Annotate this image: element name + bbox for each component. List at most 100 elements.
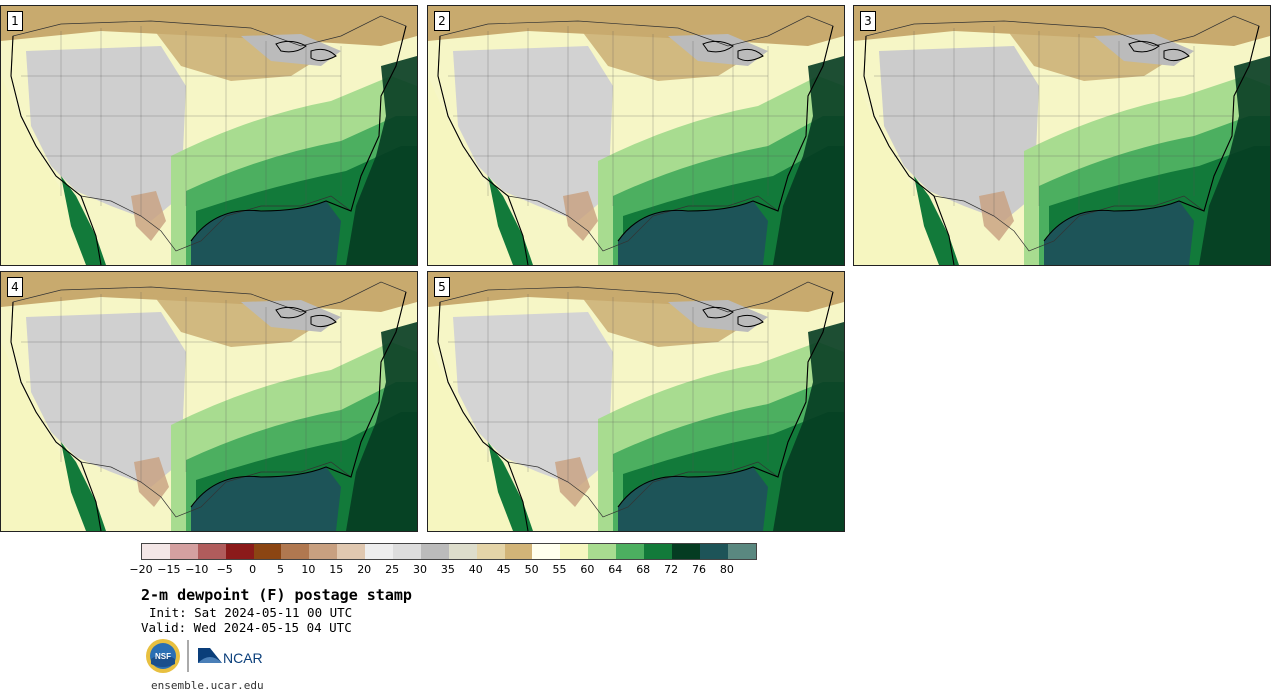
- mexico-coast-moist: [61, 176, 106, 265]
- colorbar-swatch: [644, 544, 672, 559]
- colorbar-swatch: [476, 544, 505, 559]
- mexico-coast-moist: [61, 442, 106, 531]
- lake-outline: [275, 306, 307, 319]
- panel-label: 4: [7, 277, 23, 297]
- colorbar-tick: 35: [440, 563, 455, 576]
- lake-outline: [310, 48, 337, 62]
- colorbar-tick: 64: [608, 563, 623, 576]
- colorbar-tick: 30: [413, 563, 427, 576]
- gulf-of-mexico: [191, 201, 341, 265]
- lake-outline: [275, 40, 307, 53]
- southwest-brown-patch: [563, 191, 598, 241]
- gulf-of-mexico: [618, 467, 768, 531]
- colorbar-swatch: [169, 544, 198, 559]
- colorbar-swatch: [393, 544, 421, 559]
- lake-outline: [702, 306, 734, 319]
- southwest-brown-patch: [979, 191, 1014, 241]
- colorbar-swatch: [337, 544, 366, 559]
- colorbar-tick: 50: [524, 563, 539, 576]
- atlantic-moist-72: [346, 56, 417, 265]
- atlantic-moist-72: [773, 322, 844, 531]
- west-dry-area: [879, 46, 1039, 221]
- nsf-text: NSF: [155, 652, 171, 661]
- nsf-logo-icon: NSF: [146, 639, 180, 673]
- dewpoint-map: [428, 272, 844, 531]
- west-dry-area: [453, 46, 613, 221]
- colorbar-swatch: [197, 544, 226, 559]
- gulf-of-mexico: [618, 201, 768, 265]
- coastline: [617, 291, 834, 508]
- gulf-of-mexico: [191, 467, 341, 531]
- west-coastline: [10, 301, 102, 531]
- panel-label: 5: [434, 277, 450, 297]
- coastline: [190, 291, 407, 508]
- west-coastline: [863, 35, 955, 265]
- colorbar-swatch: [699, 544, 728, 559]
- gulf-of-mexico: [1044, 201, 1194, 265]
- coastline: [1043, 25, 1260, 242]
- colorbar-tick: −10: [185, 563, 209, 576]
- colorbar-tick: 40: [468, 563, 483, 576]
- colorbar-tick: −15: [157, 563, 181, 576]
- atlantic-moist-72: [773, 56, 844, 265]
- southwest-brown-patch: [134, 457, 169, 507]
- north-dry-band: [1, 6, 417, 46]
- colorbar-swatch: [309, 544, 338, 559]
- stamp-panel-5: 5: [427, 271, 845, 532]
- west-dry-area: [26, 46, 186, 221]
- panel-label: 1: [7, 11, 23, 31]
- colorbar-tick: 0: [249, 563, 257, 576]
- lake-outline: [1163, 48, 1190, 62]
- stamp-panel-4: 4: [0, 271, 418, 532]
- colorbar-tick: −20: [129, 563, 153, 576]
- north-dry-band: [428, 6, 844, 46]
- colorbar-tick: 45: [496, 563, 511, 576]
- colorbar-swatch: [253, 544, 282, 559]
- valid-time: Valid: Wed 2024-05-15 04 UTC: [141, 620, 352, 635]
- atlantic-moist-72: [346, 322, 417, 531]
- dewpoint-map: [854, 6, 1270, 265]
- colorbar-tick: 68: [636, 563, 651, 576]
- coastline: [190, 25, 407, 242]
- west-dry-area: [26, 312, 186, 487]
- colorbar-swatch: [616, 544, 645, 559]
- north-dry-band: [854, 6, 1270, 46]
- figure-title: 2-m dewpoint (F) postage stamp: [141, 586, 412, 604]
- west-dry-area: [453, 312, 613, 487]
- site-url: ensemble.ucar.edu: [151, 679, 264, 692]
- mexico-coast-moist: [488, 442, 533, 531]
- colorbar-tick: 76: [692, 563, 706, 576]
- colorbar-tick: 55: [552, 563, 567, 576]
- colorbar-swatch: [365, 544, 394, 559]
- mexico-coast-moist: [488, 176, 533, 265]
- panel-label: 2: [434, 11, 450, 31]
- lake-outline: [737, 314, 764, 328]
- atlantic-moist-72: [1199, 56, 1270, 265]
- west-coastline: [437, 301, 529, 531]
- init-time: Init: Sat 2024-05-11 00 UTC: [149, 605, 353, 620]
- ncar-logo-icon: NCAR: [198, 648, 263, 666]
- dewpoint-colorbar: [141, 543, 757, 560]
- colorbar-swatch: [588, 544, 617, 559]
- colorbar-swatch: [504, 544, 533, 559]
- ncar-text: NCAR: [223, 650, 263, 666]
- colorbar-swatch: [281, 544, 310, 559]
- lake-outline: [702, 40, 734, 53]
- colorbar-tick: 60: [580, 563, 595, 576]
- north-dry-band: [428, 272, 844, 312]
- stamp-panel-1: 1: [0, 5, 418, 266]
- dewpoint-map: [1, 272, 417, 531]
- colorbar-tick: 5: [277, 563, 284, 576]
- panel-label: 3: [860, 11, 876, 31]
- colorbar-tick: 25: [385, 563, 400, 576]
- colorbar-tick: 20: [357, 563, 372, 576]
- colorbar-swatch: [225, 544, 254, 559]
- coastline: [617, 25, 834, 242]
- colorbar-swatch: [142, 544, 170, 559]
- stamp-panel-3: 3: [853, 5, 1271, 266]
- colorbar-tick: −5: [216, 563, 233, 576]
- logos: NSF NCAR: [146, 639, 263, 673]
- west-coastline: [437, 35, 529, 265]
- colorbar-swatch: [727, 544, 756, 559]
- dewpoint-map: [1, 6, 417, 265]
